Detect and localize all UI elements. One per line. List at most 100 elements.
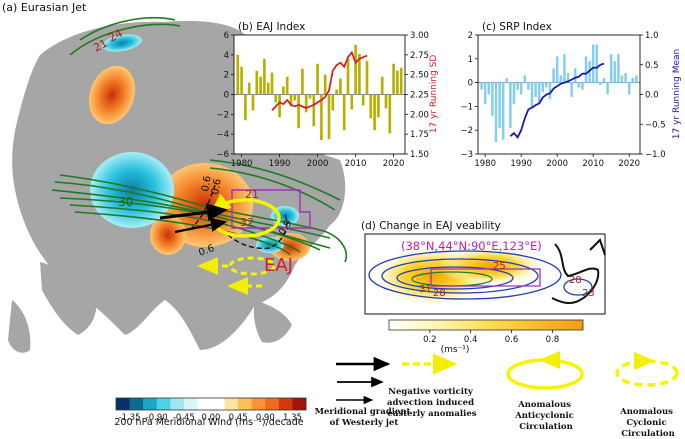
panel-a-map: (a) Eurasian Jet <box>2 1 347 353</box>
bar <box>240 66 243 95</box>
x-tick-label: 1980 <box>231 159 253 169</box>
bar <box>602 77 606 83</box>
bar <box>361 94 365 106</box>
land-africa-edge <box>8 300 31 353</box>
bar <box>512 82 516 105</box>
bar <box>384 94 388 109</box>
bar <box>617 54 620 83</box>
y-tick-label: −2 <box>460 126 473 136</box>
bar <box>247 82 251 95</box>
x-tick-label: 1980 <box>474 159 496 169</box>
panel-b-y2-label: 17 yr Running SD <box>429 55 439 134</box>
colorbar-d-tick-label: 0.8 <box>546 335 560 345</box>
bar <box>259 76 262 95</box>
bar <box>552 68 555 83</box>
bar <box>358 53 361 95</box>
y2-tick-label: 1.50 <box>410 150 429 160</box>
bar <box>399 67 403 95</box>
bar <box>591 44 595 83</box>
colorbar-swatch <box>224 398 239 410</box>
bar <box>505 77 509 83</box>
y2-tick-label: 0.5 <box>645 61 659 71</box>
y2-tick-label: −0.5 <box>645 120 666 130</box>
land-southeast-asia <box>253 300 292 343</box>
y-tick-label: −2 <box>216 110 229 120</box>
colorbar-swatch <box>238 398 253 410</box>
bar <box>342 94 346 131</box>
panel-d-title: (d) Change in EAJ veability <box>361 220 501 232</box>
bar <box>369 94 373 119</box>
colorbar-swatch <box>116 398 130 410</box>
bar <box>570 82 573 97</box>
y-tick-label: −4 <box>216 130 229 140</box>
colorbar-a: -1.35 -0.90 -0.45 0.00 0.45 0.90 1.35 200 hPa … <box>114 397 307 428</box>
colorbar-swatch <box>251 398 266 410</box>
colorbar-a-label: 200 hPa Meridional Wind (ms⁻¹)/decade <box>114 417 303 428</box>
colorbar-swatch <box>278 398 293 410</box>
panel-d-contour-label: 25 <box>493 261 506 272</box>
bar <box>263 58 266 95</box>
y-tick-label: 4 <box>224 51 229 61</box>
bar <box>566 73 570 83</box>
bar <box>635 75 638 83</box>
bar <box>530 82 534 109</box>
colorbar-tick-label: 0.45 <box>229 413 248 423</box>
panel-c-title: (c) SRP Index <box>482 21 552 33</box>
gradient-arrow-2 <box>174 217 228 234</box>
colorbar-tick-label: -0.45 <box>173 413 195 423</box>
jet-region-box <box>231 189 311 229</box>
colorbar-d-tick-label: 0.2 <box>423 335 437 345</box>
contour-label: 0.6 <box>210 178 224 196</box>
panel-d-region: (38°N,44°N:90°E,123°E) <box>401 239 542 253</box>
bar <box>599 82 602 85</box>
bar <box>251 94 255 111</box>
bar <box>480 82 483 90</box>
bar <box>266 82 270 95</box>
contour-label: 21 <box>245 188 259 201</box>
panel-d-colorbar-unit: (ms⁻¹) <box>441 345 470 355</box>
eaj-label: EAJ <box>264 255 293 276</box>
colorbar-d-tick-label: 0.6 <box>505 335 519 345</box>
bar <box>255 70 259 95</box>
gradient-arrow-1 <box>159 203 228 222</box>
colorbar-d-tick-label: 0.4 <box>464 335 478 345</box>
bar <box>388 94 392 134</box>
legend-text-cyclone: Anomalous Cyclonic Circulation <box>619 407 676 439</box>
bar <box>509 82 512 128</box>
contour-label: 0.6 <box>197 243 216 259</box>
x-tick-label: 2010 <box>345 159 367 169</box>
x-tick-label: 2000 <box>546 159 568 169</box>
bar <box>396 70 399 95</box>
bar <box>548 82 552 100</box>
legend-text-easterly: Negative vorticity advection induced eas… <box>387 387 477 419</box>
bar <box>236 54 240 95</box>
bar <box>527 82 530 90</box>
bar <box>534 82 537 97</box>
y-tick-label: −1 <box>460 102 473 112</box>
y2-tick-label: 1.75 <box>410 130 429 140</box>
bar <box>613 61 617 83</box>
bar <box>373 94 376 131</box>
contour-label: 24 <box>106 27 124 45</box>
anomaly-orange-north <box>88 65 136 125</box>
bar <box>501 82 505 140</box>
panel-d-contour-label: 28 <box>569 275 582 286</box>
y-tick-label: 0 <box>468 79 473 89</box>
bar <box>301 68 304 95</box>
y2-tick-label: 3.00 <box>410 31 429 41</box>
colorbar-swatch <box>292 398 307 410</box>
colorbar-tick-label: -0.90 <box>146 413 168 423</box>
y2-tick-label: 2.00 <box>410 110 429 120</box>
bar <box>270 72 274 95</box>
panel-c-y2-label: 17 yr Running Mean <box>672 49 682 139</box>
panel-d-contour-label: 23 <box>582 288 595 299</box>
legend-text-anticyclone: Anomalous Anticyclonic Circulation <box>514 400 577 432</box>
bar <box>483 82 487 105</box>
panel-c-chart: (c) SRP Index 1980 1990 2000 2010 2020 2 1 0 −1 −… <box>460 21 682 169</box>
y-tick-label: 0 <box>224 91 229 101</box>
running-line <box>271 50 368 111</box>
y-tick-label: 2 <box>224 71 229 81</box>
bar <box>274 94 278 103</box>
colorbar-swatch <box>129 398 144 410</box>
x-tick-label: 2020 <box>618 159 640 169</box>
